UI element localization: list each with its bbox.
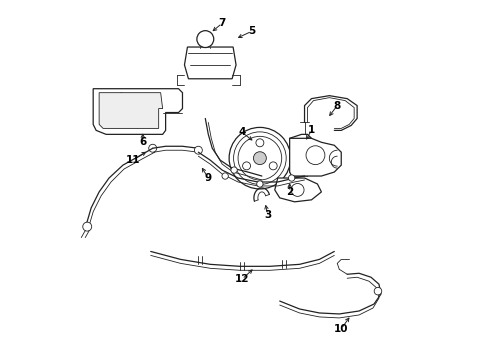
- Text: 11: 11: [125, 155, 140, 165]
- Text: 2: 2: [286, 187, 294, 197]
- Text: 7: 7: [219, 18, 226, 28]
- Circle shape: [229, 127, 291, 189]
- Text: 10: 10: [334, 324, 348, 334]
- Circle shape: [291, 184, 304, 196]
- Text: 12: 12: [235, 274, 249, 284]
- Circle shape: [149, 144, 157, 152]
- Text: 6: 6: [139, 137, 147, 147]
- Text: 5: 5: [248, 26, 256, 36]
- Polygon shape: [184, 47, 236, 79]
- Circle shape: [269, 162, 277, 170]
- Circle shape: [105, 115, 117, 126]
- Circle shape: [374, 287, 382, 295]
- Circle shape: [256, 139, 264, 147]
- Polygon shape: [99, 93, 163, 129]
- Text: 9: 9: [205, 173, 212, 183]
- Text: 4: 4: [238, 127, 245, 138]
- Circle shape: [222, 173, 228, 179]
- Circle shape: [306, 146, 325, 165]
- Text: 8: 8: [334, 100, 341, 111]
- Polygon shape: [93, 89, 182, 134]
- Circle shape: [231, 167, 237, 173]
- Polygon shape: [290, 138, 341, 176]
- Circle shape: [253, 152, 267, 165]
- Circle shape: [83, 222, 92, 231]
- Circle shape: [289, 175, 295, 181]
- Circle shape: [238, 136, 282, 180]
- Circle shape: [234, 132, 286, 184]
- Polygon shape: [275, 178, 321, 202]
- Text: 1: 1: [308, 125, 315, 135]
- Circle shape: [195, 146, 202, 154]
- Circle shape: [105, 100, 117, 111]
- Text: 3: 3: [264, 210, 271, 220]
- Circle shape: [243, 162, 250, 170]
- Circle shape: [257, 181, 263, 187]
- Polygon shape: [290, 134, 312, 176]
- Circle shape: [197, 31, 214, 48]
